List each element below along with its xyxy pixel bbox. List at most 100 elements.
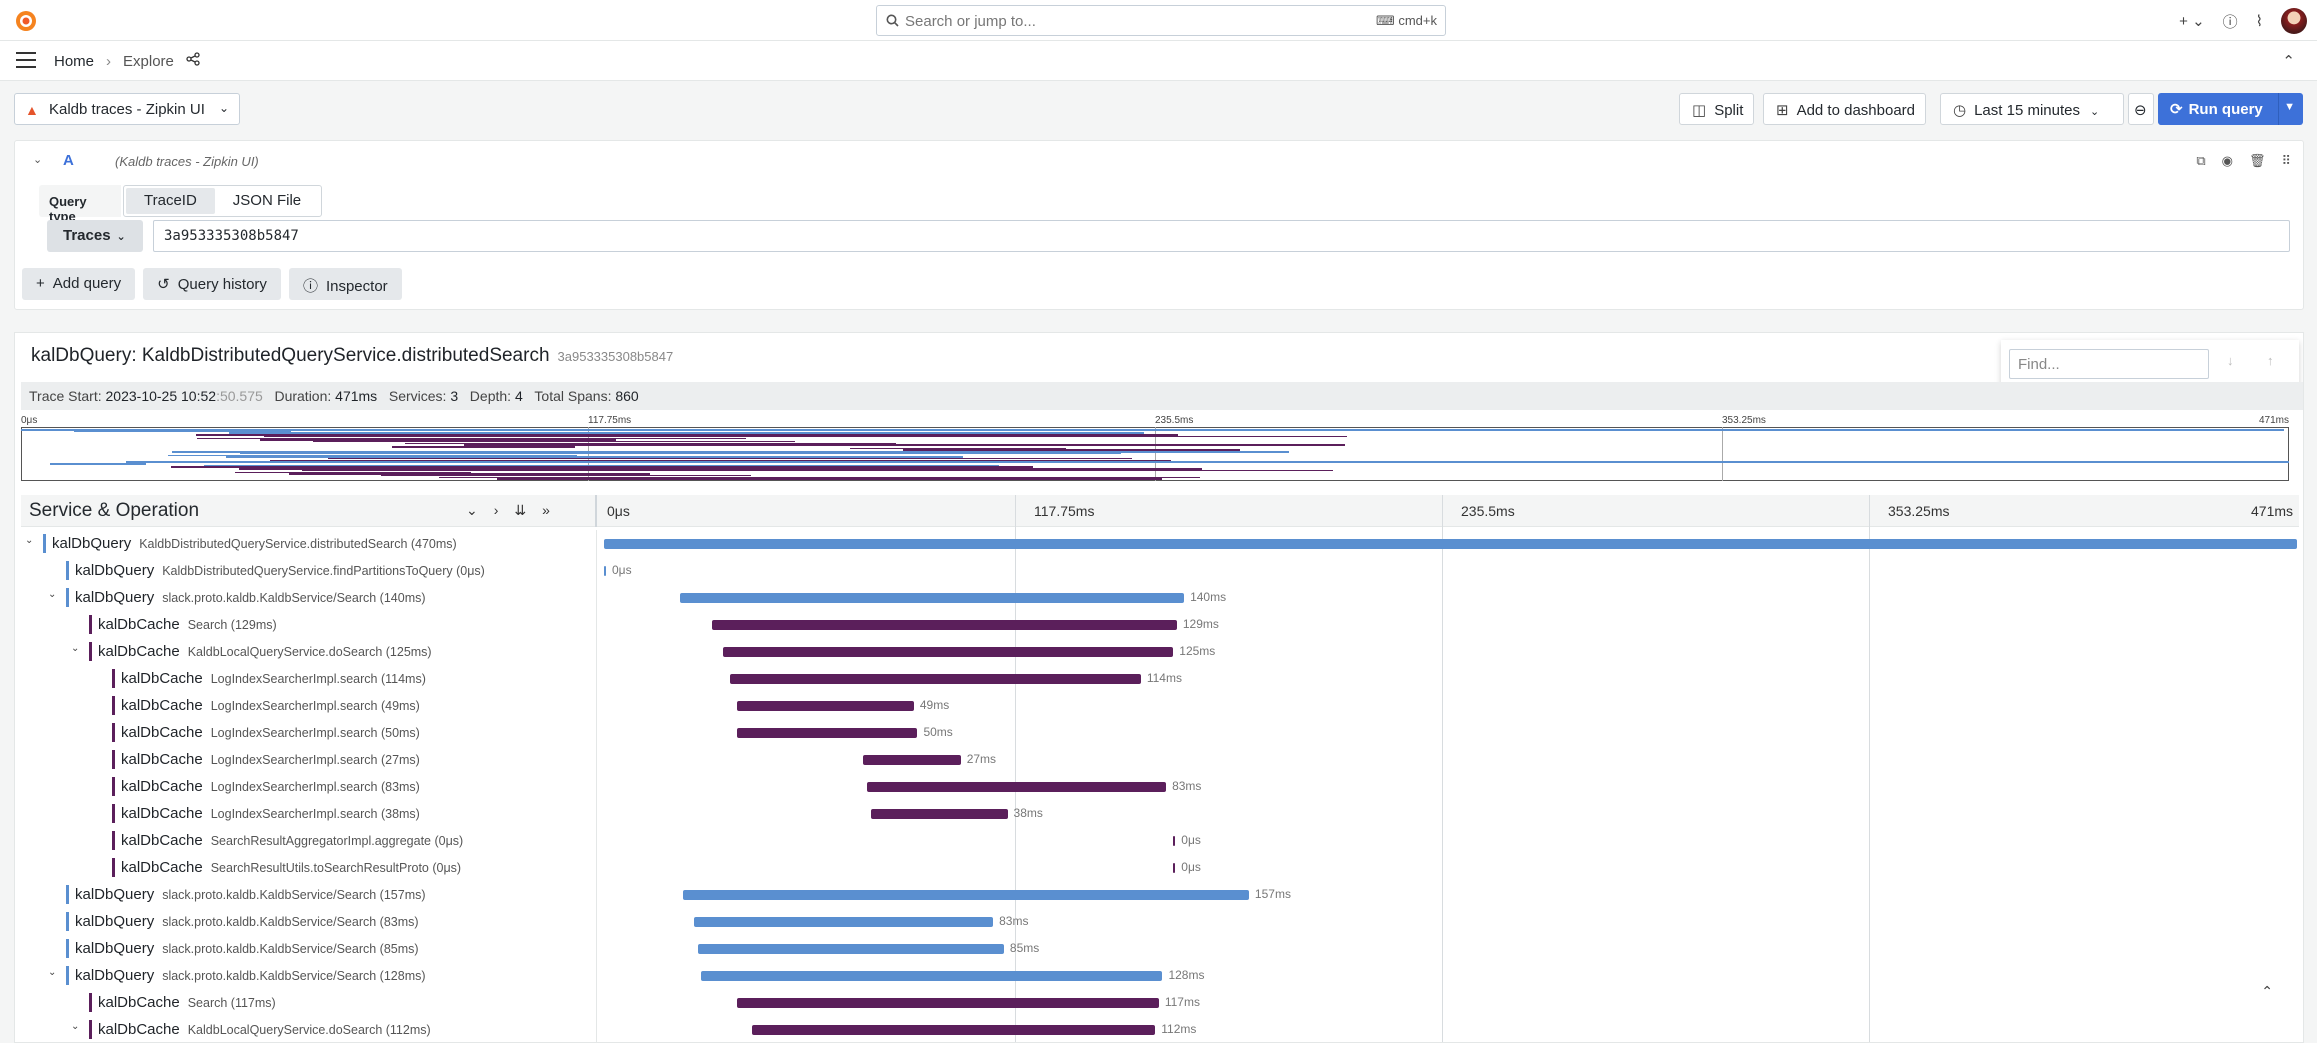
add-query-button[interactable]: + Add query bbox=[22, 268, 136, 300]
span-toggle-icon[interactable]: ⌄ bbox=[48, 967, 57, 978]
run-query-button[interactable]: ⟳ Run query ▼ bbox=[2158, 93, 2303, 125]
traces-dropdown[interactable]: Traces ⌄ bbox=[47, 220, 143, 252]
span-bar[interactable] bbox=[683, 890, 1249, 900]
expand-all-icon[interactable]: » bbox=[542, 502, 550, 518]
share-icon[interactable] bbox=[186, 52, 200, 70]
span-bar[interactable] bbox=[1173, 863, 1176, 873]
span-row[interactable]: kalDbCache LogIndexSearcherImpl.search (3… bbox=[21, 800, 2299, 827]
query-ref-id[interactable]: A bbox=[63, 152, 74, 169]
drag-handle-icon[interactable]: ⠿ bbox=[2281, 153, 2291, 168]
scroll-to-top-icon[interactable]: ⌃ bbox=[2261, 983, 2273, 999]
span-bar[interactable] bbox=[1173, 836, 1176, 846]
span-bar[interactable] bbox=[604, 566, 606, 576]
span-row[interactable]: ⌄ kalDbQuery slack.proto.kaldb.KaldbServic… bbox=[21, 584, 2299, 611]
time-range-picker[interactable]: ◷ Last 15 minutes ⌄ bbox=[1940, 93, 2124, 125]
span-bar[interactable] bbox=[737, 728, 918, 738]
duration-value: 471ms bbox=[335, 388, 378, 404]
span-row[interactable]: kalDbCache LogIndexSearcherImpl.search (5… bbox=[21, 719, 2299, 746]
span-bar[interactable] bbox=[737, 701, 914, 711]
help-icon[interactable]: ⓘ bbox=[2222, 13, 2238, 31]
shortcut-text: cmd+k bbox=[1398, 13, 1437, 28]
avatar[interactable] bbox=[2281, 8, 2307, 34]
span-row[interactable]: kalDbCache SearchResultAggregatorImpl.agg… bbox=[21, 827, 2299, 854]
collapse-query-icon[interactable]: ⌄ bbox=[33, 154, 43, 166]
span-bar[interactable] bbox=[863, 755, 961, 765]
span-duration-label: 0μs bbox=[1181, 860, 1201, 874]
eye-icon[interactable]: ◉ bbox=[2221, 153, 2233, 168]
span-row[interactable]: ⌄ kalDbCache KaldbLocalQueryService.doSear… bbox=[21, 1016, 2299, 1042]
span-row[interactable]: kalDbCache LogIndexSearcherImpl.search (2… bbox=[21, 746, 2299, 773]
service-color-bar bbox=[112, 804, 115, 823]
span-bar[interactable] bbox=[701, 971, 1163, 981]
span-bar[interactable] bbox=[712, 620, 1177, 630]
span-bar[interactable] bbox=[694, 917, 994, 927]
find-box: Find... ↓ ↑ bbox=[2001, 340, 2299, 388]
trash-icon[interactable]: 🗑 bbox=[2248, 153, 2266, 168]
span-service-name: kalDbQuery KaldbDistributedQueryService.d… bbox=[52, 535, 457, 552]
span-row[interactable]: kalDbQuery slack.proto.kaldb.KaldbService… bbox=[21, 881, 2299, 908]
span-bar[interactable] bbox=[870, 809, 1008, 819]
span-duration-label: 50ms bbox=[923, 725, 953, 739]
breadcrumb-home[interactable]: Home bbox=[54, 52, 95, 70]
trace-id-input[interactable]: 3a953335308b5847 bbox=[153, 220, 2290, 252]
duplicate-icon[interactable]: ⧉ bbox=[2196, 153, 2206, 168]
query-type-option-traceid[interactable]: TraceID bbox=[126, 188, 215, 214]
span-toggle-icon[interactable]: ⌄ bbox=[71, 643, 80, 654]
span-row[interactable]: kalDbCache Search (129ms) 129ms bbox=[21, 611, 2299, 638]
span-row[interactable]: kalDbCache LogIndexSearcherImpl.search (4… bbox=[21, 692, 2299, 719]
collapse-all-icon[interactable]: ⇊ bbox=[514, 502, 527, 518]
rss-icon[interactable]: ⌇ bbox=[2255, 13, 2263, 30]
span-bar[interactable] bbox=[604, 539, 2298, 549]
span-bar[interactable] bbox=[730, 674, 1141, 684]
span-row[interactable]: ⌄ kalDbCache KaldbLocalQueryService.doSear… bbox=[21, 638, 2299, 665]
new-menu-button[interactable]: + ⌄ bbox=[2179, 12, 2205, 30]
span-row[interactable]: kalDbQuery slack.proto.kaldb.KaldbService… bbox=[21, 908, 2299, 935]
split-button[interactable]: ◫ Split bbox=[1679, 93, 1755, 125]
span-toggle-icon[interactable]: ⌄ bbox=[25, 535, 34, 546]
arrow-up-icon[interactable]: ↑ bbox=[2267, 353, 2274, 368]
chevron-down-icon: ⌄ bbox=[116, 231, 126, 243]
menu-icon[interactable] bbox=[16, 52, 36, 68]
span-bar[interactable] bbox=[697, 944, 1004, 954]
timeline-header: Service & Operation ⌄ › ⇊ » 0μs 117.75ms… bbox=[21, 495, 2299, 527]
chevron-down-icon[interactable]: ▼ bbox=[2284, 101, 2295, 113]
column-resizer[interactable] bbox=[595, 495, 597, 527]
span-row[interactable]: kalDbCache LogIndexSearcherImpl.search (1… bbox=[21, 665, 2299, 692]
span-bar[interactable] bbox=[751, 1025, 1156, 1035]
trace-view-panel: kalDbQuery: KaldbDistributedQueryService… bbox=[14, 332, 2304, 1043]
span-bar[interactable] bbox=[737, 998, 1159, 1008]
span-duration-label: 38ms bbox=[1013, 806, 1043, 820]
arrow-down-icon[interactable]: ↓ bbox=[2227, 353, 2234, 368]
span-row[interactable]: ⌄ kalDbQuery KaldbDistributedQueryService.… bbox=[21, 530, 2299, 557]
span-toggle-icon[interactable]: ⌄ bbox=[48, 589, 57, 600]
zoom-out-button[interactable]: ⊖ bbox=[2128, 93, 2154, 125]
span-row[interactable]: kalDbCache LogIndexSearcherImpl.search (8… bbox=[21, 773, 2299, 800]
span-bar[interactable] bbox=[679, 593, 1185, 603]
expand-one-icon[interactable]: › bbox=[493, 502, 499, 518]
span-row[interactable]: kalDbQuery KaldbDistributedQueryService.f… bbox=[21, 557, 2299, 584]
span-row[interactable]: kalDbCache SearchResultUtils.toSearchResu… bbox=[21, 854, 2299, 881]
span-bar[interactable] bbox=[722, 647, 1174, 657]
collapse-one-icon[interactable]: ⌄ bbox=[466, 502, 478, 518]
span-toggle-icon[interactable]: ⌄ bbox=[71, 1021, 80, 1032]
span-row[interactable]: kalDbQuery slack.proto.kaldb.KaldbService… bbox=[21, 935, 2299, 962]
query-history-button[interactable]: ↺ Query history bbox=[143, 268, 281, 300]
inspector-button[interactable]: ⓘ Inspector bbox=[288, 268, 402, 300]
timeline-tick: 471ms bbox=[2251, 503, 2294, 519]
query-type-option-json-file[interactable]: JSON File bbox=[232, 192, 302, 209]
span-bar[interactable] bbox=[867, 782, 1167, 792]
column-divider bbox=[596, 719, 597, 746]
nav-bar: Home › Explore ⌃ bbox=[0, 41, 2317, 81]
span-row[interactable]: kalDbCache Search (117ms) 117ms bbox=[21, 989, 2299, 1016]
add-to-dashboard-button[interactable]: ⊞ Add to dashboard bbox=[1763, 93, 1927, 125]
trace-minimap[interactable]: 0μs 117.75ms 235.5ms 353.25ms 471ms bbox=[21, 413, 2289, 485]
collapse-icon[interactable]: ⌃ bbox=[2282, 53, 2295, 70]
service-name: kalDbCache bbox=[121, 751, 203, 768]
zoom-out-icon: ⊖ bbox=[2134, 102, 2147, 119]
search-input[interactable]: Search or jump to... ⌨ cmd+k bbox=[876, 5, 1446, 36]
grafana-logo-icon[interactable] bbox=[14, 9, 38, 33]
span-row[interactable]: ⌄ kalDbQuery slack.proto.kaldb.KaldbServic… bbox=[21, 962, 2299, 989]
find-input[interactable]: Find... bbox=[2009, 349, 2209, 379]
service-name: kalDbQuery bbox=[75, 589, 155, 606]
datasource-picker[interactable]: ▲ Kaldb traces - Zipkin UI ⌄ bbox=[14, 93, 240, 125]
